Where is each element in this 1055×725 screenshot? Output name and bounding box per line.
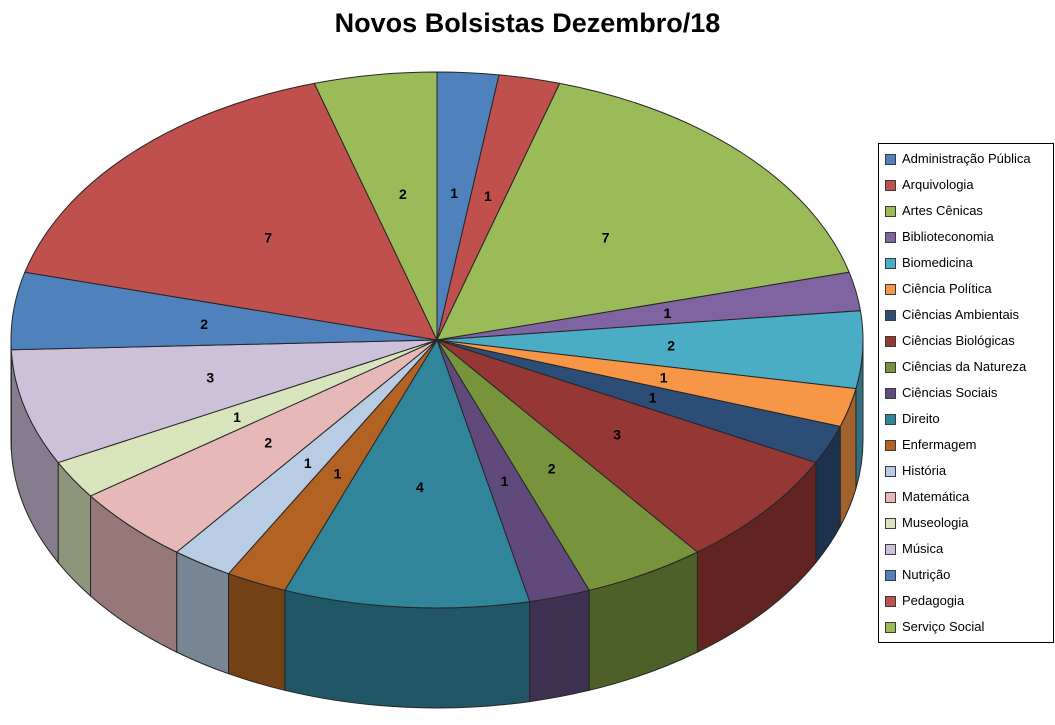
legend-label: Ciências Sociais <box>902 385 998 400</box>
legend-swatch <box>885 361 896 373</box>
legend-label: Ciências da Natureza <box>902 359 1027 374</box>
legend-swatch <box>885 543 896 555</box>
legend-label: História <box>902 463 947 478</box>
legend-label: Pedagogia <box>902 593 965 608</box>
legend-label: Música <box>902 541 944 556</box>
legend-item: Biomedicina <box>885 255 1047 271</box>
legend-swatch <box>885 335 896 347</box>
legend-item: Matemática <box>885 489 1047 505</box>
pie-slice-side <box>284 589 531 709</box>
slice-value-label: 1 <box>484 188 492 204</box>
pie-slice-side <box>228 573 286 691</box>
legend-label: Ciências Ambientais <box>902 307 1020 322</box>
slice-value-label: 1 <box>660 369 668 385</box>
legend-swatch <box>885 465 896 477</box>
legend-swatch <box>885 491 896 503</box>
slice-value-label: 3 <box>206 369 214 385</box>
legend-label: Artes Cênicas <box>902 203 983 218</box>
slice-value-label: 2 <box>399 186 407 202</box>
legend-swatch <box>885 179 896 191</box>
slice-value-label: 2 <box>548 461 556 477</box>
legend-label: Matemática <box>902 489 970 504</box>
legend-item: Nutrição <box>885 567 1047 583</box>
slice-value-label: 7 <box>602 230 610 246</box>
pie-slice <box>313 71 438 341</box>
pie-slice <box>436 339 817 553</box>
legend-label: Arquivologia <box>902 177 974 192</box>
slice-value-label: 1 <box>664 305 672 321</box>
legend-item: Enfermagem <box>885 437 1047 453</box>
legend-swatch <box>885 387 896 399</box>
legend-swatch <box>885 621 896 633</box>
slice-value-label: 1 <box>304 455 312 471</box>
legend-swatch <box>885 517 896 529</box>
legend-label: Serviço Social <box>902 619 985 634</box>
legend-item: Serviço Social <box>885 619 1047 635</box>
pie-slice <box>24 82 438 341</box>
legend-item: Arquivologia <box>885 177 1047 193</box>
legend-item: Museologia <box>885 515 1047 531</box>
slice-value-label: 1 <box>501 473 509 489</box>
pie-slice-side <box>529 589 590 703</box>
slice-value-label: 4 <box>416 479 424 495</box>
legend-item: Ciências Ambientais <box>885 307 1047 323</box>
slice-value-label: 1 <box>334 465 342 481</box>
legend-item: Música <box>885 541 1047 557</box>
legend-item: Ciências Biológicas <box>885 333 1047 349</box>
legend-item: Ciências da Natureza <box>885 359 1047 375</box>
legend-swatch <box>885 595 896 607</box>
slice-value-label: 2 <box>667 337 675 353</box>
legend-item: Ciências Sociais <box>885 385 1047 401</box>
legend-swatch <box>885 231 896 243</box>
chart-title: Novos Bolsistas Dezembro/18 <box>334 8 721 38</box>
legend-swatch <box>885 569 896 581</box>
legend-swatch <box>885 413 896 425</box>
pie-slice <box>436 82 850 341</box>
legend-swatch <box>885 439 896 451</box>
slice-value-label: 1 <box>649 390 657 406</box>
legend-swatch <box>885 153 896 165</box>
legend-swatch <box>885 257 896 269</box>
slice-value-label: 1 <box>233 409 241 425</box>
legend-swatch <box>885 205 896 217</box>
slice-value-label: 2 <box>200 316 208 332</box>
legend-label: Direito <box>902 411 940 426</box>
legend-swatch <box>885 283 896 295</box>
slice-value-label: 2 <box>264 434 272 450</box>
legend-label: Enfermagem <box>902 437 977 452</box>
legend-label: Biomedicina <box>902 255 973 270</box>
slice-value-label: 1 <box>450 185 458 201</box>
legend-label: Nutrição <box>902 567 951 582</box>
slice-value-label: 7 <box>264 230 272 246</box>
slice-value-label: 3 <box>613 426 621 442</box>
legend-label: Ciência Política <box>902 281 992 296</box>
legend-label: Ciências Biológicas <box>902 333 1015 348</box>
legend-item: Pedagogia <box>885 593 1047 609</box>
pie-slice <box>10 339 438 464</box>
legend-swatch <box>885 309 896 321</box>
legend-label: Administração Pública <box>902 151 1031 166</box>
legend: Administração Pública Arquivologia Artes C… <box>878 143 1054 643</box>
legend-item: Administração Pública <box>885 151 1047 167</box>
legend-label: Biblioteconomia <box>902 229 994 244</box>
legend-item: Biblioteconomia <box>885 229 1047 245</box>
legend-item: Artes Cênicas <box>885 203 1047 219</box>
legend-item: Direito <box>885 411 1047 427</box>
pie-slice <box>284 338 531 609</box>
legend-label: Museologia <box>902 515 969 530</box>
legend-item: História <box>885 463 1047 479</box>
legend-item: Ciência Política <box>885 281 1047 297</box>
